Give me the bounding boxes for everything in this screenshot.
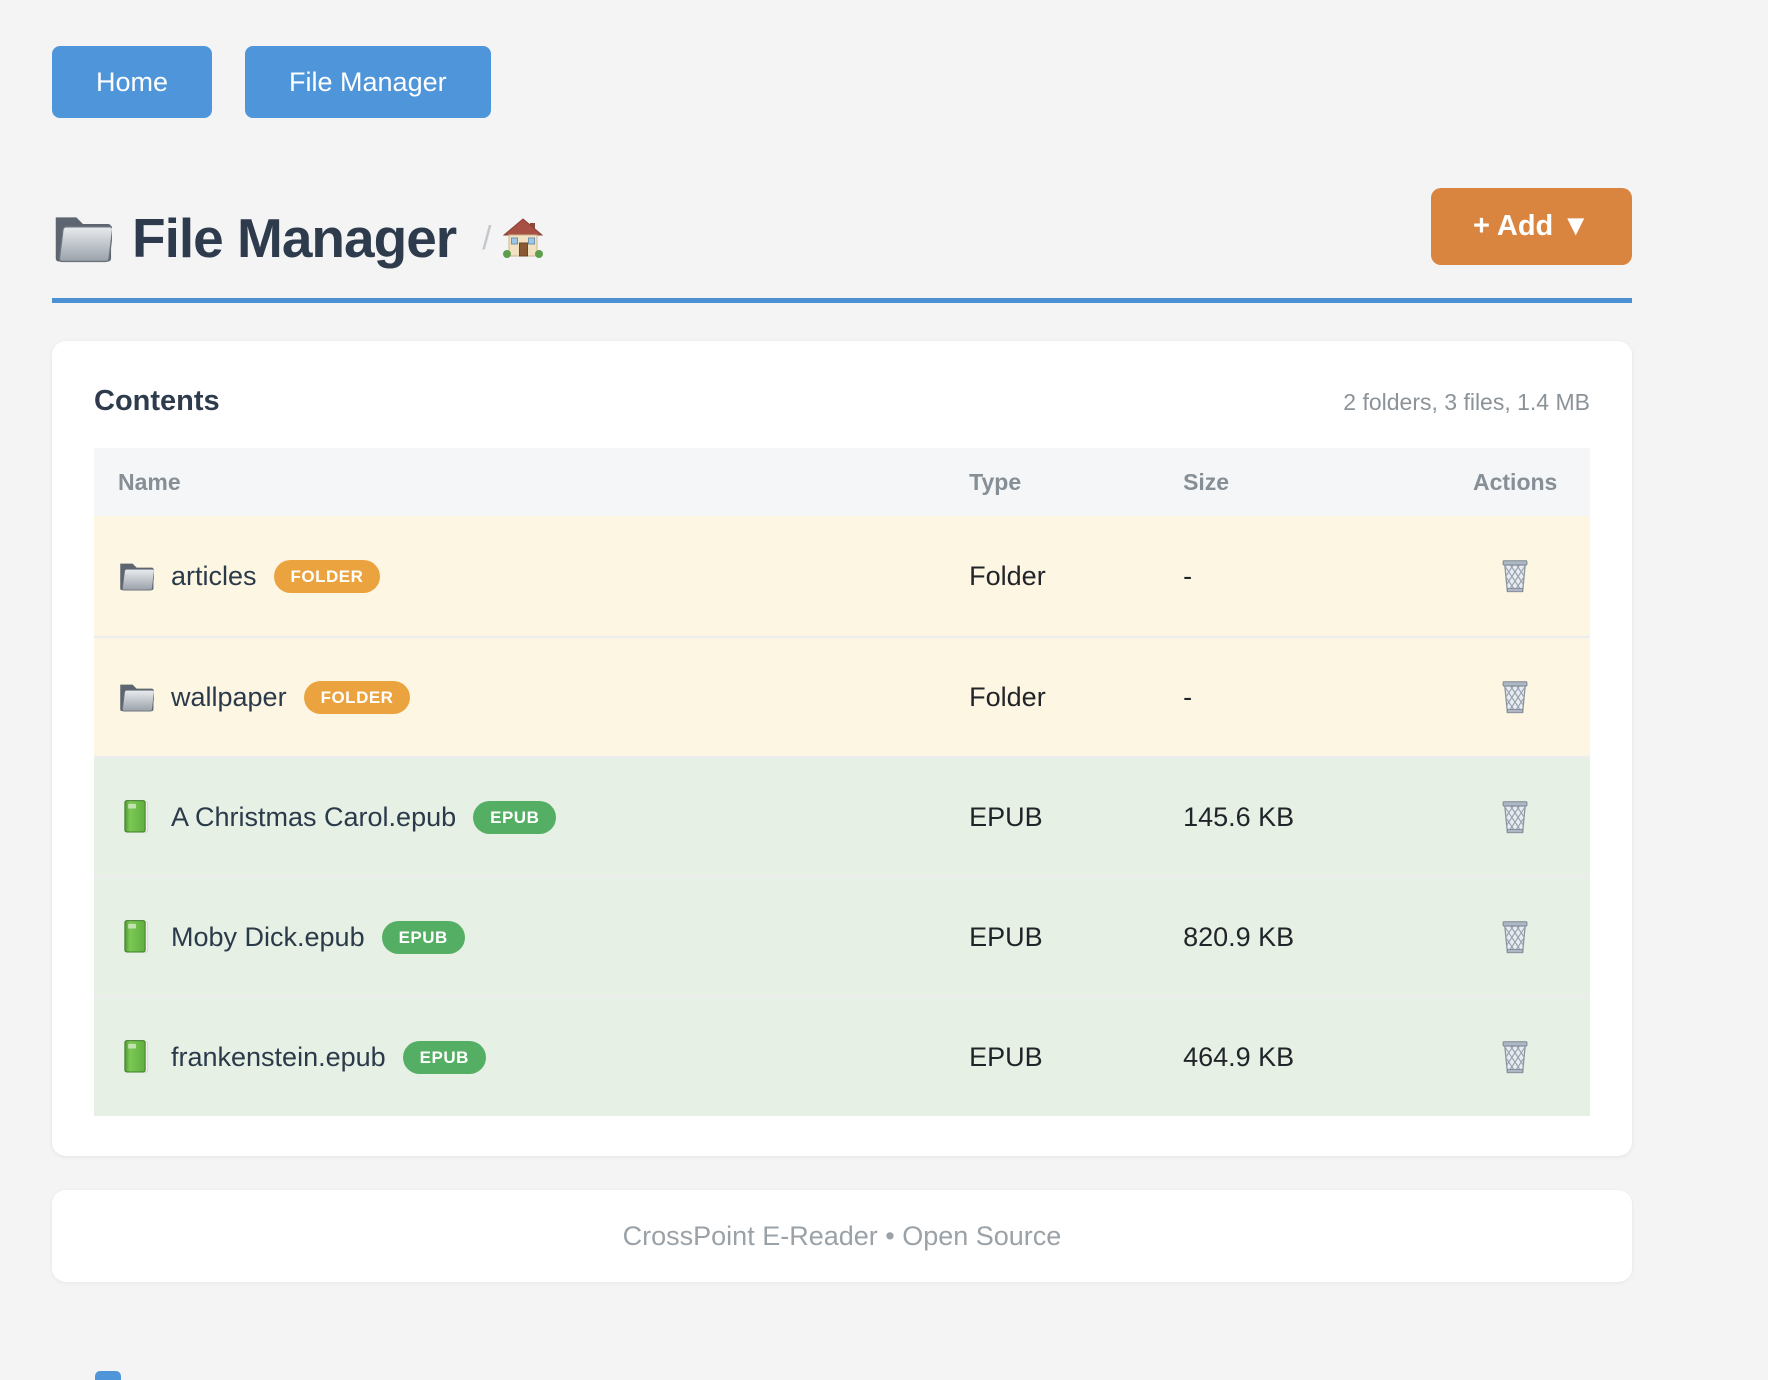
footer-card: CrossPoint E-Reader • Open Source [52, 1190, 1632, 1282]
contents-heading: Contents [94, 385, 220, 417]
folder-icon [119, 684, 154, 712]
folder-icon [55, 216, 112, 263]
trash-icon [1498, 918, 1532, 956]
breadcrumb-separator: / [482, 219, 492, 256]
name-cell: articles FOLDER [94, 559, 969, 593]
table-row-christmas-carol[interactable]: A Christmas Carol.epub EPUB EPUB 145.6 K… [94, 756, 1590, 876]
footer-text: CrossPoint E-Reader • Open Source [622, 1220, 1062, 1251]
file-name[interactable]: articles [171, 560, 257, 591]
name-cell: A Christmas Carol.epub EPUB [94, 800, 969, 834]
file-name[interactable]: Moby Dick.epub [171, 921, 365, 952]
book-icon [124, 800, 149, 833]
file-name[interactable]: frankenstein.epub [171, 1041, 386, 1072]
file-type: EPUB [969, 1041, 1043, 1072]
file-size: 820.9 KB [1183, 921, 1295, 952]
actions-cell [1440, 914, 1590, 960]
column-header-type: Type [969, 468, 1022, 495]
name-cell: frankenstein.epub EPUB [94, 1040, 969, 1074]
breadcrumb-home-icon[interactable] [503, 218, 544, 258]
file-type: Folder [969, 681, 1046, 712]
file-name[interactable]: A Christmas Carol.epub [171, 801, 457, 832]
actions-cell [1440, 794, 1590, 840]
name-cell: Moby Dick.epub EPUB [94, 920, 969, 954]
actions-cell [1440, 1034, 1590, 1080]
delete-button[interactable] [1494, 794, 1536, 840]
title-bar: File Manager / + Add ▼ [52, 188, 1632, 270]
contents-card: Contents 2 folders, 3 files, 1.4 MB Name… [52, 341, 1632, 1156]
epub-badge: EPUB [473, 800, 557, 834]
file-type: EPUB [969, 801, 1043, 832]
trash-icon [1498, 557, 1532, 595]
contents-summary: 2 folders, 3 files, 1.4 MB [1343, 389, 1590, 415]
table-row-moby-dick[interactable]: Moby Dick.epub EPUB EPUB 820.9 KB [94, 876, 1590, 996]
page-title: File Manager [132, 207, 457, 269]
home-button[interactable]: Home [52, 46, 213, 118]
partial-button-bottom[interactable] [95, 1371, 121, 1380]
folder-badge: FOLDER [303, 680, 411, 714]
file-table: Name Type Size Actions articles FOLDER F… [94, 448, 1590, 1116]
table-row-articles[interactable]: articles FOLDER Folder - [94, 516, 1590, 636]
trash-icon [1498, 678, 1532, 716]
title-divider [52, 298, 1632, 303]
table-row-frankenstein[interactable]: frankenstein.epub EPUB EPUB 464.9 KB [94, 996, 1590, 1116]
file-type: Folder [969, 560, 1046, 591]
delete-button[interactable] [1494, 553, 1536, 599]
epub-badge: EPUB [402, 1040, 486, 1074]
epub-badge: EPUB [381, 920, 465, 954]
folder-icon [119, 563, 154, 591]
file-manager-button[interactable]: File Manager [245, 46, 491, 118]
file-size: - [1183, 681, 1193, 712]
trash-icon [1498, 1038, 1532, 1076]
folder-badge: FOLDER [273, 559, 381, 593]
file-size: 464.9 KB [1183, 1041, 1295, 1072]
delete-button[interactable] [1494, 914, 1536, 960]
page-content: Home File Manager File Manager / + Add ▼… [52, 0, 1632, 1282]
add-button[interactable]: + Add ▼ [1431, 188, 1632, 265]
actions-cell [1440, 674, 1590, 720]
column-header-actions: Actions [1473, 468, 1558, 495]
book-icon [124, 920, 149, 953]
contents-card-header: Contents 2 folders, 3 files, 1.4 MB [94, 385, 1590, 418]
column-header-name: Name [118, 468, 181, 495]
table-header-row: Name Type Size Actions [94, 448, 1590, 516]
delete-button[interactable] [1494, 674, 1536, 720]
name-cell: wallpaper FOLDER [94, 680, 969, 714]
actions-cell [1440, 553, 1590, 599]
top-nav: Home File Manager [52, 0, 1632, 118]
file-size: 145.6 KB [1183, 801, 1295, 832]
file-name[interactable]: wallpaper [171, 681, 287, 712]
file-size: - [1183, 560, 1193, 591]
book-icon [124, 1040, 149, 1073]
trash-icon [1498, 798, 1532, 836]
delete-button[interactable] [1494, 1034, 1536, 1080]
file-type: EPUB [969, 921, 1043, 952]
column-header-size: Size [1183, 468, 1230, 495]
table-row-wallpaper[interactable]: wallpaper FOLDER Folder - [94, 636, 1590, 756]
